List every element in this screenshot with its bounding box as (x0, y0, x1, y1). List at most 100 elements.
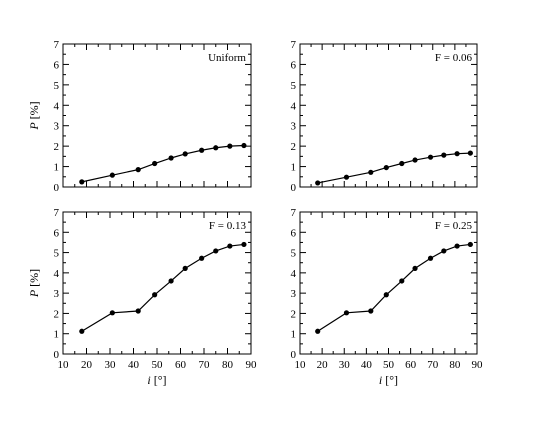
data-point (383, 292, 389, 298)
y-tick-label: 6 (291, 59, 297, 71)
data-point (213, 248, 219, 254)
y-tick-label: 1 (54, 329, 60, 341)
data-point (368, 308, 374, 314)
x-tick-label: 50 (152, 359, 164, 371)
y-tick-label: 7 (291, 207, 297, 219)
y-tick-label: 3 (54, 288, 60, 300)
y-tick-label: 7 (291, 39, 297, 51)
data-point (199, 147, 205, 153)
data-point (227, 143, 233, 149)
x-tick-label: 90 (246, 359, 258, 371)
y-axis-unit: [%] (27, 269, 41, 290)
x-axis-label: i [°] (147, 373, 166, 387)
panel-label: F = 0.06 (435, 52, 473, 64)
data-point (427, 154, 434, 160)
plot-frame (62, 211, 252, 355)
y-tick-label: 6 (291, 227, 297, 239)
data-point (343, 174, 350, 180)
y-tick-label: 3 (291, 121, 297, 133)
y-tick-label: 4 (54, 268, 60, 280)
y-tick-label: 2 (291, 141, 297, 153)
panel-3: 0 1 2 3 4 5 6 7 10 20 30 40 50 60 70 80 90 F = 0.13 P [%] i… (27, 207, 257, 387)
x-tick-label: 30 (339, 359, 351, 371)
panel-2: 0 1 2 3 4 5 6 7 F = 0.06 (291, 39, 478, 194)
data-point (454, 243, 460, 249)
x-tick-label: 10 (58, 359, 70, 371)
data-point (152, 160, 158, 167)
data-point (454, 151, 460, 157)
data-point (152, 292, 158, 298)
y-tick-label: 1 (291, 329, 297, 341)
y-axis-label: P [%] (27, 101, 41, 130)
y-tick-label: 4 (291, 268, 297, 280)
y-tick-label: 5 (291, 80, 297, 92)
y-tick-label: 6 (54, 227, 60, 239)
data-point (441, 152, 447, 158)
y-axis-label: P [%] (27, 269, 41, 298)
y-tick-label: 7 (54, 207, 60, 219)
x-axis-variable: i (379, 373, 382, 387)
y-axis-variable: P (27, 122, 41, 131)
x-axis-unit: [°] (151, 373, 167, 387)
data-point (427, 255, 434, 261)
y-tick-label: 2 (291, 308, 297, 320)
x-tick-label: 40 (361, 359, 373, 371)
y-tick-label: 5 (54, 80, 60, 92)
y-tick-label: 2 (54, 141, 60, 153)
x-tick-label: 20 (81, 359, 93, 371)
panel-1: 0 1 2 3 4 5 6 7 Uniform P [%] (27, 39, 252, 194)
y-tick-label: 0 (291, 182, 297, 194)
y-axis-variable: P (27, 289, 41, 298)
data-point (399, 160, 405, 167)
data-point (467, 150, 473, 156)
y-tick-label: 6 (54, 59, 60, 71)
data-point (109, 310, 115, 316)
data-point (135, 167, 141, 173)
data-point (109, 172, 115, 178)
data-point (79, 328, 85, 334)
x-tick-label: 10 (295, 359, 307, 371)
x-tick-label: 50 (383, 359, 395, 371)
x-tick-label: 70 (199, 359, 211, 371)
data-point (343, 310, 350, 316)
x-tick-label: 90 (472, 359, 484, 371)
series-line (81, 243, 245, 332)
x-axis-unit: [°] (382, 373, 398, 387)
plot-frame (62, 43, 252, 188)
data-point (441, 248, 447, 254)
panel-label: Uniform (208, 52, 246, 64)
data-point (315, 328, 321, 334)
y-tick-label: 4 (54, 100, 60, 112)
data-point (467, 241, 473, 248)
x-tick-label: 80 (449, 359, 461, 371)
series-line (81, 144, 244, 183)
y-axis-unit: [%] (27, 101, 41, 122)
data-point (412, 265, 418, 271)
y-tick-label: 2 (54, 308, 60, 320)
y-tick-label: 0 (54, 349, 60, 361)
y-tick-label: 1 (291, 162, 297, 174)
data-point (383, 164, 389, 171)
y-tick-label: 1 (54, 162, 60, 174)
y-tick-label: 3 (54, 121, 60, 133)
data-point (168, 278, 174, 284)
panel-label: F = 0.25 (435, 220, 473, 232)
data-point (79, 179, 85, 185)
y-tick-label: 7 (54, 39, 60, 51)
data-point (182, 151, 188, 157)
y-tick-label: 0 (291, 349, 297, 361)
y-tick-label: 5 (54, 248, 60, 260)
x-axis-label: i [°] (379, 373, 398, 387)
data-point (412, 157, 418, 163)
x-tick-label: 30 (105, 359, 117, 371)
x-axis-variable: i (147, 373, 150, 387)
data-point (182, 265, 188, 271)
panel-label: F = 0.13 (209, 220, 247, 232)
data-point (213, 145, 219, 151)
plot-frame (299, 211, 478, 355)
data-point (241, 142, 247, 149)
x-tick-label: 80 (222, 359, 234, 371)
y-tick-label: 5 (291, 248, 297, 260)
plot-frame (299, 43, 478, 188)
